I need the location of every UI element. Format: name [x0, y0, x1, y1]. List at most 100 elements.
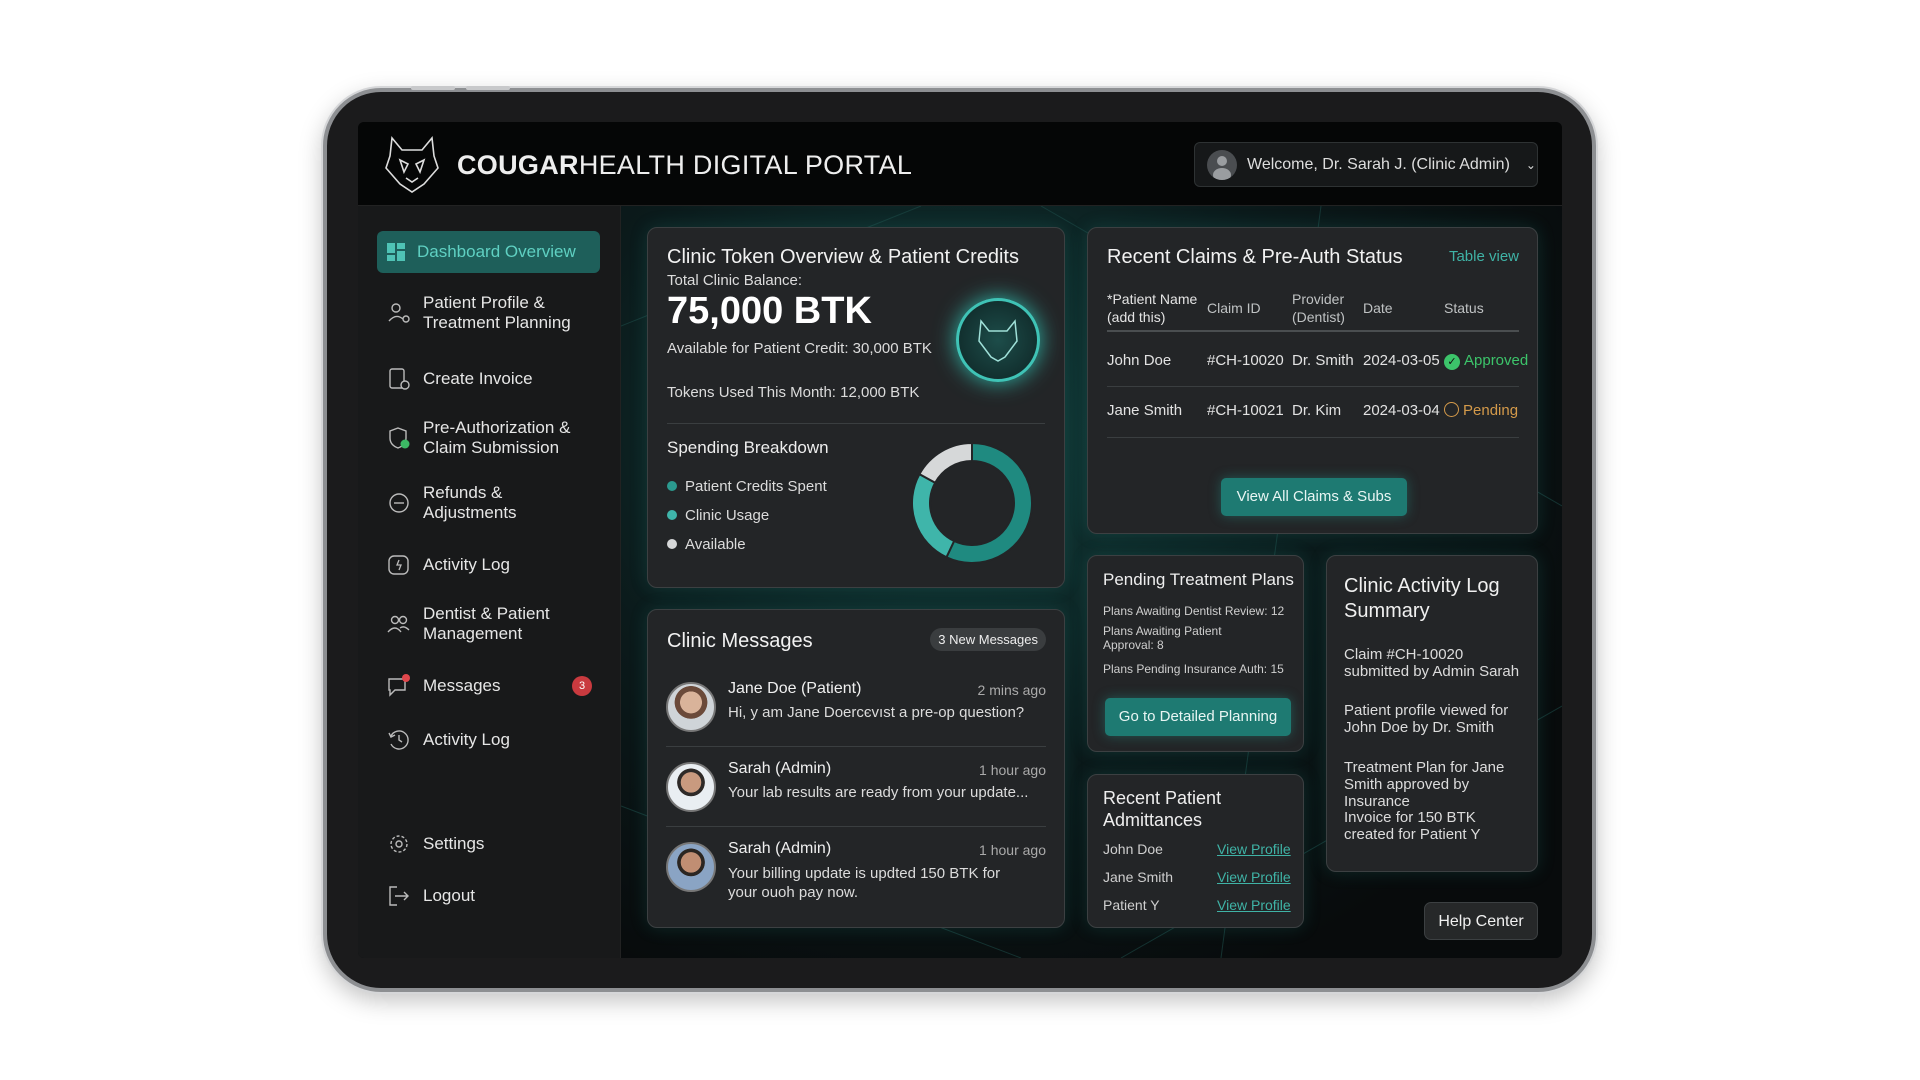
sidebar-item-create-invoice[interactable]: Create Invoice	[377, 367, 600, 391]
tablet-button	[411, 86, 455, 90]
sidebar-item-label: Dashboard Overview	[417, 242, 576, 261]
column-header: Provider (Dentist)	[1292, 291, 1345, 325]
divider	[666, 826, 1046, 827]
table-view-toggle[interactable]: Table view	[1448, 248, 1519, 265]
sidebar-item-patient-profile[interactable]: Patient Profile & Treatment Planning	[377, 293, 600, 333]
cell-patient: Jane Smith	[1107, 402, 1183, 419]
help-center-button[interactable]: Help Center	[1424, 902, 1538, 940]
message-preview: Your billing update is updted 150 BTK fo…	[728, 865, 1001, 901]
activity-entry: Claim #CH-10020 submitted by Admin Sarah	[1344, 646, 1520, 680]
legend-item: Clinic Usage	[667, 507, 769, 524]
plan-stat: Plans Awaiting Dentist Review: 12	[1103, 604, 1285, 618]
message-item[interactable]: Sarah (Admin) 1 hour ago Your billing up…	[666, 838, 1046, 916]
admittance-row: Patient Y View Profile	[1103, 897, 1291, 913]
dashboard-icon	[387, 243, 405, 261]
available-credit: Available for Patient Credit: 30,000 BTK	[667, 340, 932, 357]
history-icon	[388, 730, 409, 750]
card-title: Recent Claims & Pre-Auth Status	[1107, 246, 1403, 268]
message-preview: Hi, y am Jane Doercєvıst a pre-op questi…	[728, 704, 1025, 721]
spending-donut-chart	[911, 441, 1033, 564]
message-item[interactable]: Jane Doe (Patient) 2 mins ago Hi, y am J…	[666, 678, 1046, 756]
sidebar-item-label: Logout	[423, 886, 475, 905]
shield-check-icon	[389, 427, 410, 449]
user-gear-icon	[388, 303, 410, 323]
sidebar-item-messages[interactable]: Messages 3	[377, 674, 600, 698]
users-icon	[387, 615, 410, 633]
message-time: 1 hour ago	[979, 762, 1046, 778]
card-title: Clinic Messages	[667, 630, 813, 652]
sidebar-item-label: Settings	[423, 834, 485, 853]
cell-provider: Dr. Kim	[1292, 402, 1342, 419]
sidebar-item-label: Patient Profile & Treatment Planning	[423, 293, 571, 332]
sidebar-item-settings[interactable]: Settings	[377, 832, 600, 856]
message-icon	[388, 674, 410, 697]
chevron-down-icon: ⌄	[1525, 157, 1536, 172]
card-title: Clinic Activity Log Summary	[1344, 575, 1500, 622]
gear-icon	[390, 835, 408, 853]
detailed-planning-button[interactable]: Go to Detailed Planning	[1105, 698, 1291, 736]
legend-dot	[667, 539, 677, 549]
sidebar-item-label: Activity Log	[423, 730, 510, 749]
sidebar-item-refunds[interactable]: Refunds & Adjustments	[377, 483, 600, 523]
activity-log-summary-card: Clinic Activity Log Summary Claim #CH-10…	[1326, 555, 1538, 872]
sidebar-item-label: Activity Log	[423, 555, 510, 574]
invoice-icon	[389, 368, 410, 390]
donut-slice	[945, 441, 1033, 564]
legend-dot	[667, 510, 677, 520]
divider	[1107, 437, 1519, 438]
status-badge: ✓ Approved	[1444, 352, 1528, 370]
user-menu[interactable]: Welcome, Dr. Sarah J. (Clinic Admin) ⌄	[1194, 142, 1538, 187]
header: COUGARHEALTH DIGITAL PORTAL Welcome, Dr.…	[358, 122, 1562, 206]
token-overview-card: Clinic Token Overview & Patient Credits …	[647, 227, 1065, 588]
divider	[666, 746, 1046, 747]
sidebar-item-dashboard-overview[interactable]: Dashboard Overview	[377, 231, 600, 273]
unread-badge: 3	[572, 676, 592, 696]
divider	[1107, 386, 1519, 387]
sidebar-item-label: Pre-Authorization & Claim Submission	[423, 418, 571, 457]
avatar	[1207, 149, 1237, 180]
screen: COUGARHEALTH DIGITAL PORTAL Welcome, Dr.…	[358, 122, 1562, 958]
column-header: Status	[1444, 300, 1484, 316]
message-sender: Sarah (Admin)	[728, 840, 832, 857]
avatar	[666, 762, 716, 812]
sidebar-item-pre-authorization[interactable]: Pre-Authorization & Claim Submission	[377, 418, 600, 458]
sidebar	[358, 206, 621, 958]
divider	[1107, 330, 1519, 332]
cell-claim-id: #CH-10021	[1207, 402, 1284, 419]
spending-breakdown-title: Spending Breakdown	[667, 438, 829, 457]
tokens-used: Tokens Used This Month: 12,000 BTK	[667, 384, 920, 401]
card-title: Recent Patient Admittances	[1103, 788, 1222, 830]
view-profile-link[interactable]: View Profile	[1217, 897, 1291, 913]
activity-entry: Treatment Plan for Jane Smith approved b…	[1344, 759, 1505, 810]
recent-claims-card: Recent Claims & Pre-Auth Status Table vi…	[1087, 227, 1538, 534]
balance-label: Total Clinic Balance:	[667, 272, 803, 289]
message-time: 1 hour ago	[979, 842, 1046, 858]
sidebar-item-activity-log-history[interactable]: Activity Log	[377, 728, 600, 752]
card-title: Clinic Token Overview & Patient Credits	[667, 246, 1019, 268]
view-profile-link[interactable]: View Profile	[1217, 841, 1291, 857]
avatar	[666, 682, 716, 732]
donut-slice	[918, 441, 973, 485]
sidebar-item-activity-log[interactable]: Activity Log	[377, 553, 600, 577]
cell-provider: Dr. Smith	[1292, 352, 1354, 369]
message-item[interactable]: Sarah (Admin) 1 hour ago Your lab result…	[666, 758, 1046, 836]
message-time: 2 mins ago	[977, 682, 1046, 698]
activity-entry: Invoice for 150 BTK created for Patient …	[1344, 809, 1481, 843]
legend-item: Available	[667, 536, 746, 553]
sidebar-item-logout[interactable]: Logout	[377, 884, 600, 908]
plan-stat: Plans Awaiting Patient Approval: 8	[1103, 624, 1222, 652]
legend-item: Patient Credits Spent	[667, 478, 827, 495]
column-header: Claim ID	[1207, 300, 1261, 316]
divider	[667, 423, 1045, 424]
plan-stat: Plans Pending Insurance Auth: 15	[1103, 662, 1284, 676]
view-profile-link[interactable]: View Profile	[1217, 869, 1291, 885]
legend-dot	[667, 481, 677, 491]
token-coin-icon	[956, 298, 1040, 382]
sidebar-item-dentist-patient-management[interactable]: Dentist & Patient Management	[377, 604, 600, 644]
balance-value: 75,000 BTK	[667, 290, 872, 332]
card-title: Pending Treatment Plans	[1103, 570, 1294, 589]
recent-admittances-card: Recent Patient Admittances John Doe View …	[1087, 774, 1304, 928]
message-sender: Sarah (Admin)	[728, 760, 832, 777]
view-all-claims-button[interactable]: View All Claims & Subs	[1221, 478, 1407, 516]
new-messages-badge: 3 New Messages	[930, 628, 1046, 651]
